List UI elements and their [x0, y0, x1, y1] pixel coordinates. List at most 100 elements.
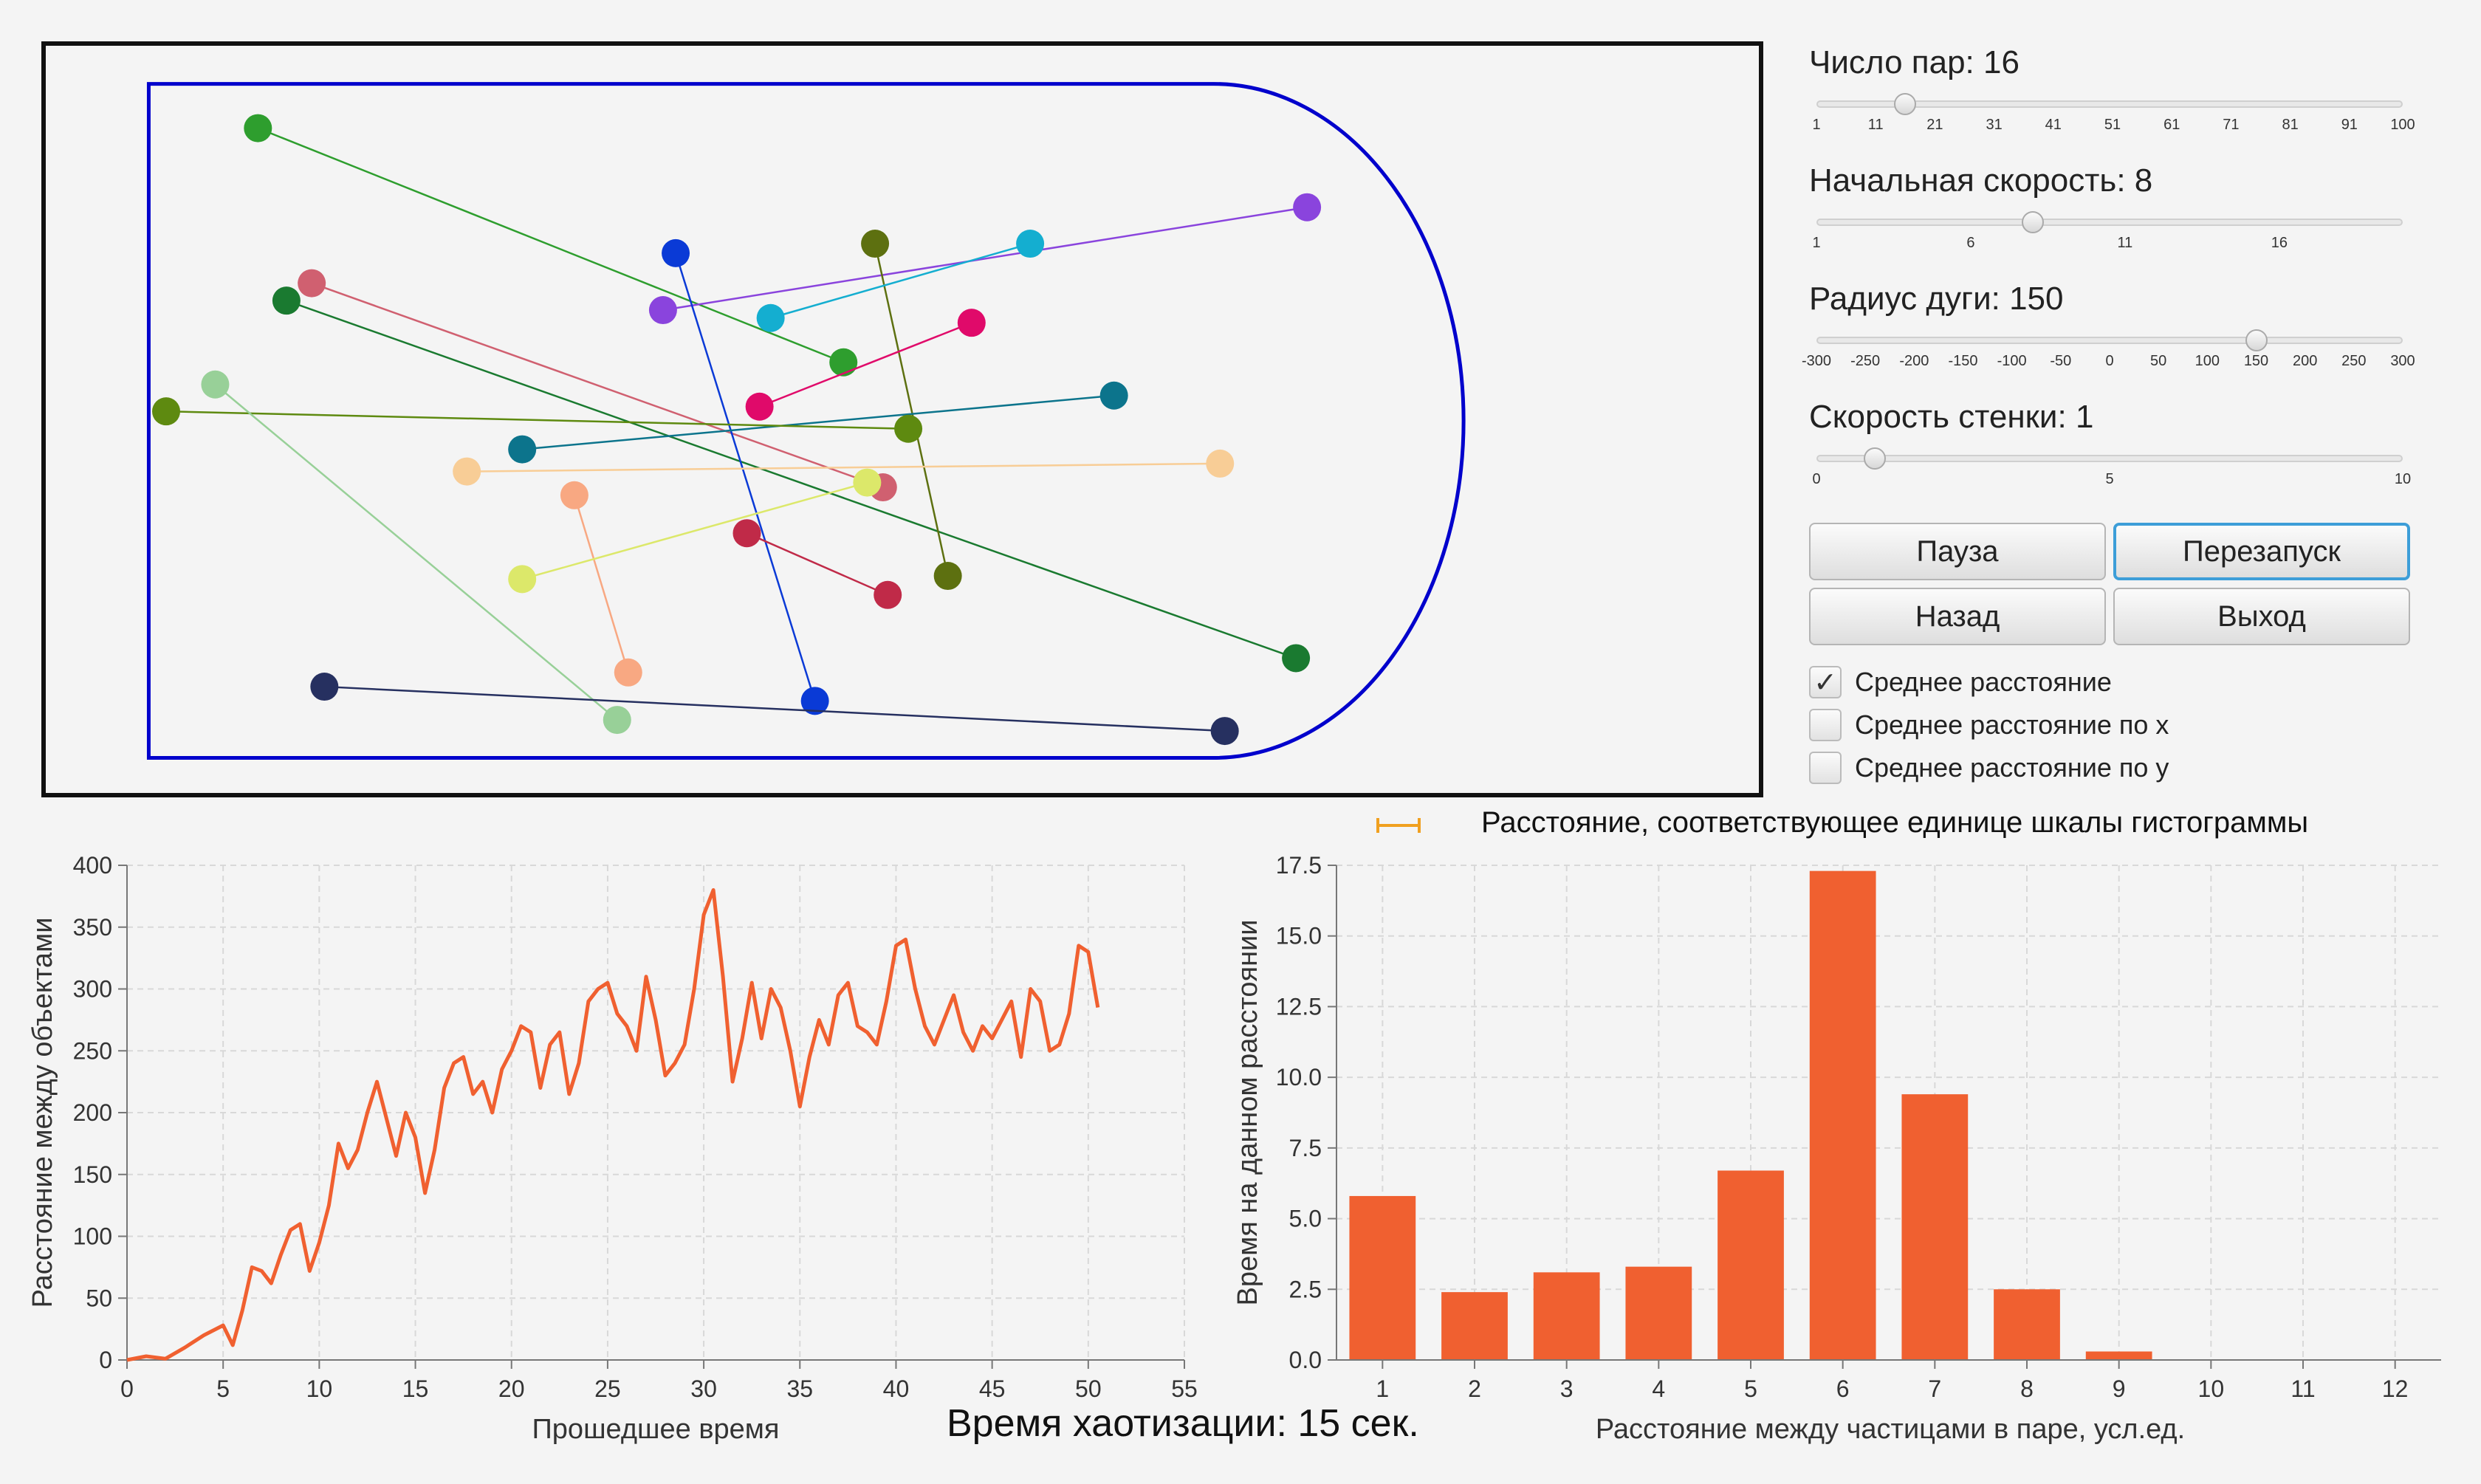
x-tick-label: 5	[1744, 1375, 1757, 1402]
slider-tick-label: 5	[2105, 471, 2114, 487]
slider-tick-label: 200	[2292, 353, 2318, 369]
histogram-bar	[2085, 1351, 2152, 1360]
y-axis-label: Время на данном расстоянии	[1232, 919, 1263, 1305]
x-tick-label: 40	[883, 1375, 910, 1402]
x-tick-label: 12	[2382, 1375, 2409, 1402]
particle	[800, 687, 829, 715]
slider-tick-label: 81	[2282, 117, 2299, 133]
pairs-slider-track[interactable]	[1816, 100, 2403, 108]
pair-link	[770, 242, 1031, 319]
x-tick-label: 45	[979, 1375, 1006, 1402]
slider-tick-label: -250	[1850, 353, 1881, 369]
pairs-slider-label: Число пар: 16	[1809, 44, 2020, 80]
checkbox-box[interactable]	[1809, 709, 1842, 741]
pair-link	[467, 462, 1221, 473]
pairs-slider-thumb[interactable]	[1894, 93, 1917, 115]
particle	[648, 296, 677, 325]
histogram-bar	[1441, 1292, 1508, 1360]
slider-tick-label: -100	[1997, 353, 2027, 369]
x-tick-label: 30	[690, 1375, 717, 1402]
x-tick-label: 20	[498, 1375, 525, 1402]
wall-speed-slider-thumb[interactable]	[1864, 447, 1887, 470]
x-tick-label: 0	[120, 1375, 134, 1402]
slider-tick-label: 91	[2341, 117, 2358, 133]
y-axis-label: Расстояние между объектами	[27, 918, 58, 1308]
slider-tick-label: 250	[2341, 353, 2367, 369]
avg-distance-checkbox[interactable]: ✓ Среднее расстояние	[1809, 664, 2112, 700]
y-tick-label: 50	[86, 1285, 112, 1311]
pair-link	[311, 282, 884, 489]
pair-link	[521, 481, 868, 580]
arc-radius-slider-track[interactable]	[1816, 337, 2403, 344]
slider-tick-label: 1	[1812, 117, 1821, 133]
container-wall	[146, 82, 1466, 760]
particle	[614, 658, 642, 687]
slider-tick-label: 6	[1966, 235, 1975, 251]
slider-tick-label: -200	[1899, 353, 1929, 369]
particle	[244, 114, 272, 142]
particle	[853, 468, 882, 497]
exit-button[interactable]: Выход	[2113, 588, 2410, 645]
checkbox-box[interactable]	[1809, 752, 1842, 784]
particle	[1016, 230, 1045, 258]
slider-tick-label: 1	[1812, 235, 1821, 251]
x-tick-label: 1	[1376, 1375, 1389, 1402]
back-button[interactable]: Назад	[1809, 588, 2106, 645]
scale-legend-icon	[1375, 811, 1422, 840]
particle	[152, 397, 181, 426]
x-tick-label: 15	[402, 1375, 429, 1402]
pair-link	[286, 299, 1297, 659]
restart-button[interactable]: Перезапуск	[2113, 523, 2410, 580]
speed-slider-track[interactable]	[1816, 219, 2403, 226]
checkbox-box[interactable]: ✓	[1809, 666, 1842, 698]
slider-tick-label: 11	[2117, 235, 2133, 251]
y-tick-label: 400	[73, 852, 112, 879]
slider-tick-label: 0	[2105, 353, 2114, 369]
pair-link	[674, 253, 816, 701]
y-tick-label: 150	[73, 1161, 112, 1188]
particle	[508, 565, 537, 594]
histogram-bar	[1533, 1272, 1600, 1360]
y-tick-label: 0.0	[1289, 1347, 1322, 1373]
x-tick-label: 35	[786, 1375, 813, 1402]
x-tick-label: 10	[306, 1375, 333, 1402]
x-tick-label: 7	[1928, 1375, 1941, 1402]
particle	[861, 230, 890, 258]
particle	[272, 286, 301, 315]
slider-tick-label: 61	[2163, 117, 2180, 133]
slider-tick-label: 41	[2045, 117, 2062, 133]
x-tick-label: 50	[1075, 1375, 1102, 1402]
pair-link	[165, 410, 909, 430]
y-tick-label: 17.5	[1276, 852, 1322, 879]
checkmark-icon: ✓	[1813, 667, 1837, 698]
x-tick-label: 5	[216, 1375, 230, 1402]
pair-link	[874, 243, 949, 577]
wall-speed-slider-track[interactable]	[1816, 455, 2403, 462]
slider-tick-label: 300	[2390, 353, 2415, 369]
particle	[310, 673, 339, 701]
x-tick-label: 2	[1468, 1375, 1481, 1402]
particle	[1206, 449, 1235, 478]
checkbox-label: Среднее расстояние	[1855, 667, 2112, 697]
pair-link	[746, 532, 888, 596]
y-tick-label: 15.0	[1276, 923, 1322, 949]
slider-tick-label: 71	[2223, 117, 2240, 133]
speed-slider-thumb[interactable]	[2021, 211, 2044, 233]
particle	[732, 519, 761, 548]
y-tick-label: 200	[73, 1099, 112, 1126]
x-tick-label: 10	[2198, 1375, 2225, 1402]
particle	[453, 457, 481, 486]
slider-tick-label: 50	[2150, 353, 2167, 369]
arc-radius-slider-thumb[interactable]	[2245, 329, 2268, 351]
avg-distance-y-checkbox[interactable]: Среднее расстояние по y	[1809, 750, 2169, 786]
particle	[1099, 381, 1128, 410]
particle	[829, 348, 858, 377]
pause-button[interactable]: Пауза	[1809, 523, 2106, 580]
avg-distance-x-checkbox[interactable]: Среднее расстояние по x	[1809, 707, 2169, 743]
y-tick-label: 100	[73, 1223, 112, 1250]
histogram-bar	[1349, 1195, 1416, 1360]
slider-tick-label: 51	[2104, 117, 2121, 133]
particle	[560, 481, 588, 509]
particle	[201, 370, 230, 399]
